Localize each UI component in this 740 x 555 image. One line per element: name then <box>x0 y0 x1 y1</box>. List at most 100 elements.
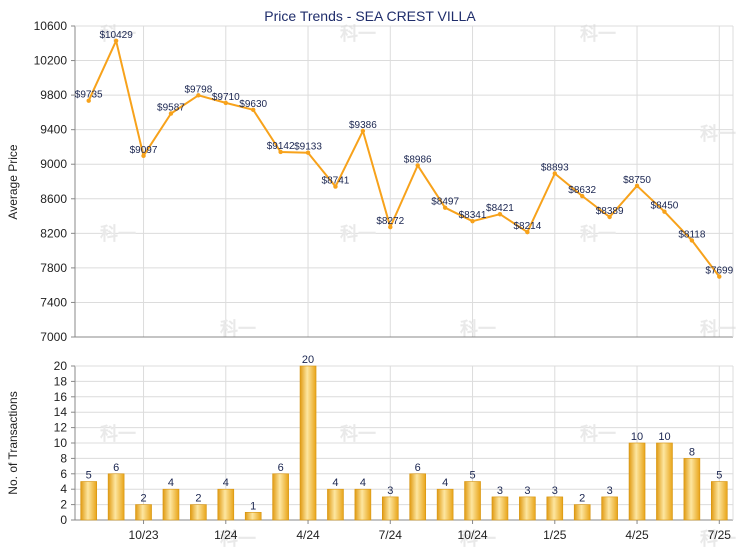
transactions-bar <box>656 442 673 521</box>
x-tick-label: 7/25 <box>708 528 732 542</box>
x-tick-label: 10/23 <box>129 528 159 542</box>
x-tick-label: 4/24 <box>296 528 320 542</box>
price-y-tick-label: 9800 <box>40 88 67 102</box>
transactions-bar <box>217 488 235 521</box>
price-point <box>634 183 640 189</box>
price-y-tick-label: 8600 <box>40 192 67 206</box>
transactions-y-tick-label: 12 <box>54 421 68 435</box>
price-data-label: $7699 <box>705 266 733 277</box>
price-point <box>168 111 174 116</box>
price-point <box>388 224 393 230</box>
watermark-text: 科一 <box>340 423 376 445</box>
transactions-bar <box>464 481 481 521</box>
transactions-bar-label: 2 <box>195 493 201 505</box>
chart-title: Price Trends - SEA CREST VILLA <box>264 8 476 24</box>
transactions-bar-label: 2 <box>140 493 146 505</box>
transactions-bar-label: 6 <box>415 462 421 474</box>
transactions-bar-label: 8 <box>689 446 695 458</box>
price-data-label: $8750 <box>623 175 651 186</box>
price-point <box>278 149 283 155</box>
transactions-y-axis-label: No. of Transactions <box>6 391 20 494</box>
transactions-bar-label: 2 <box>579 493 585 505</box>
transactions-bar <box>299 365 317 521</box>
watermark-text: 科一 <box>700 318 736 340</box>
watermark-text: 科一 <box>100 423 136 445</box>
transactions-bar-label: 4 <box>223 477 229 489</box>
price-data-label: $9587 <box>157 103 185 114</box>
transactions-bar-label: 1 <box>250 500 256 512</box>
price-data-label: $9798 <box>184 84 212 95</box>
watermark-text: 科一 <box>460 318 496 340</box>
transactions-y-tick-label: 16 <box>54 390 68 404</box>
transactions-bar-label: 3 <box>552 485 558 497</box>
transactions-y-tick-label: 20 <box>54 359 68 373</box>
transactions-bar-label: 3 <box>607 485 613 497</box>
transactions-bar-label: 3 <box>524 485 530 497</box>
watermark-text: 科一 <box>580 23 616 45</box>
transactions-bar <box>135 504 152 521</box>
transactions-bar <box>546 496 564 521</box>
watermark-text: 科一 <box>700 123 736 145</box>
price-data-label: $9142 <box>267 141 295 152</box>
price-data-label: $9630 <box>239 99 267 110</box>
x-tick-label: 4/25 <box>625 528 649 542</box>
price-point <box>86 98 91 103</box>
price-y-tick-label: 7000 <box>40 330 67 344</box>
price-y-tick-label: 9400 <box>40 123 67 137</box>
transactions-bar <box>327 488 344 521</box>
price-data-label: $8632 <box>568 185 596 196</box>
transactions-bar <box>436 488 454 521</box>
transactions-bar-label: 6 <box>278 462 284 474</box>
price-point <box>415 163 420 168</box>
transactions-bar-label: 4 <box>360 477 366 489</box>
price-y-tick-label: 9000 <box>40 157 67 171</box>
x-tick-label: 7/24 <box>379 528 403 542</box>
price-data-label: $8741 <box>322 176 350 187</box>
transactions-bar-label: 5 <box>469 470 475 482</box>
transactions-bar-label: 3 <box>387 485 393 497</box>
transactions-bar-label: 4 <box>332 477 338 489</box>
x-tick-label: 10/24 <box>458 528 488 542</box>
price-point <box>333 184 338 189</box>
price-point <box>141 153 146 159</box>
price-data-label: $9097 <box>130 145 158 156</box>
price-point <box>470 218 475 224</box>
transactions-y-tick-label: 0 <box>60 513 67 527</box>
price-data-label: $8497 <box>431 197 459 208</box>
transactions-bar-label: 3 <box>497 485 503 497</box>
transactions-bar <box>272 473 289 521</box>
watermark-text: 科一 <box>340 223 376 245</box>
transactions-bar <box>573 504 591 521</box>
price-line <box>87 39 721 278</box>
transactions-bar-label: 5 <box>716 470 722 482</box>
transactions-bar <box>381 496 399 521</box>
price-point <box>580 193 585 199</box>
price-point <box>223 100 228 106</box>
transactions-y-tick-label: 2 <box>60 498 67 512</box>
transactions-bar-label: 4 <box>168 477 174 489</box>
price-y-tick-label: 7800 <box>40 261 67 275</box>
watermark-text: 科一 <box>700 528 736 550</box>
watermark-text: 科一 <box>460 528 496 550</box>
price-data-label: $8272 <box>376 216 404 227</box>
price-data-label: $8421 <box>486 203 514 214</box>
transactions-bar <box>409 473 427 521</box>
transactions-bar <box>244 511 262 521</box>
price-point <box>662 209 667 214</box>
price-data-label: $9386 <box>349 120 377 131</box>
transactions-bar <box>162 488 180 521</box>
price-point <box>552 171 557 176</box>
transactions-bar-label: 10 <box>658 431 670 443</box>
transactions-bar-label: 6 <box>113 462 119 474</box>
price-y-axis-label: Average Price <box>6 144 20 219</box>
price-point <box>113 38 119 43</box>
price-point <box>251 107 256 112</box>
price-y-tick-label: 7400 <box>40 295 67 309</box>
price-data-label: $9133 <box>294 142 322 153</box>
price-data-label: $8893 <box>541 162 569 173</box>
price-data-label: $8389 <box>596 206 624 217</box>
transactions-y-tick-label: 4 <box>60 482 67 496</box>
price-point <box>717 274 722 279</box>
transactions-bar <box>601 496 618 521</box>
